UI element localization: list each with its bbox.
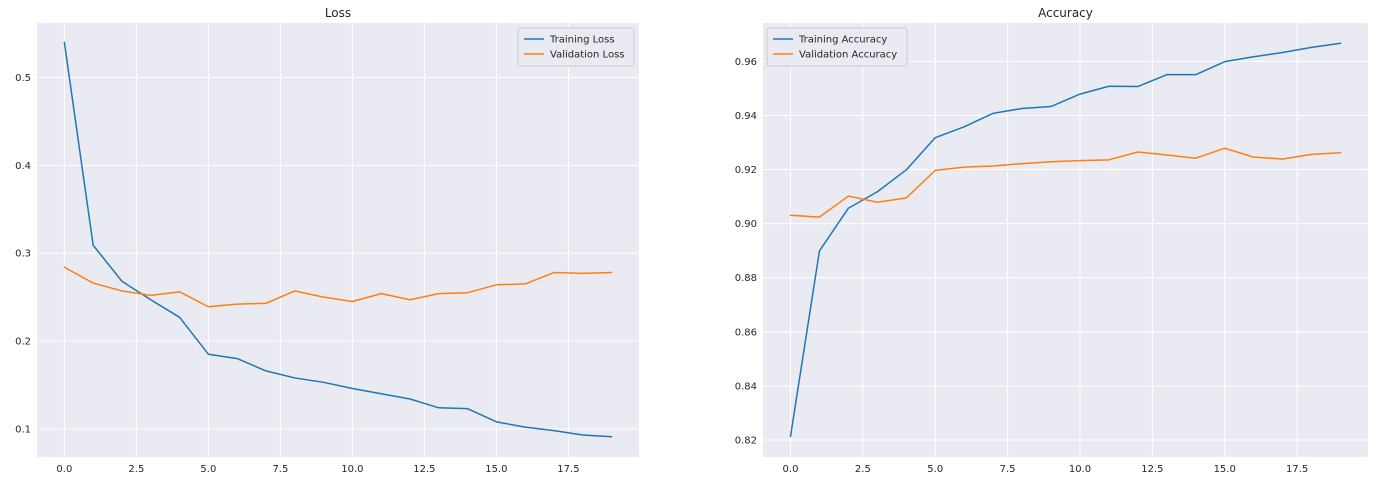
- accuracy-y-tick-label: 0.84: [735, 381, 757, 392]
- accuracy-y-tick-label: 0.88: [735, 273, 757, 284]
- accuracy-y-tick-label: 0.90: [735, 219, 757, 230]
- accuracy-y-tick-label: 0.86: [735, 327, 757, 338]
- loss-y-tick-label: 0.1: [15, 424, 31, 435]
- loss-gridlines: [37, 23, 639, 457]
- loss-series-group: [63, 41, 613, 438]
- accuracy-x-ticks: 0.0 2.5 5.0 7.5 10.0 12.5 15.0 17.5: [783, 464, 1309, 475]
- accuracy-x-tick-label: 15.0: [1214, 464, 1236, 475]
- loss-x-tick-label: 7.5: [272, 464, 288, 475]
- accuracy-legend-label-training-accuracy: Training Accuracy: [798, 35, 887, 46]
- accuracy-x-tick-label: 0.0: [783, 464, 799, 475]
- accuracy-series-training-accuracy-line: [789, 42, 1342, 438]
- loss-x-tick-label: 17.5: [557, 464, 579, 475]
- accuracy-y-ticks: 0.82 0.84 0.86 0.88 0.90 0.92 0.94 0.96: [735, 57, 757, 447]
- accuracy-series-validation-accuracy-line: [789, 147, 1342, 218]
- accuracy-series-group: [789, 42, 1342, 438]
- loss-legend-label-training-loss: Training Loss: [549, 35, 615, 46]
- accuracy-x-tick-label: 10.0: [1069, 464, 1091, 475]
- loss-x-tick-label: 2.5: [128, 464, 144, 475]
- accuracy-plot-area: [763, 23, 1368, 457]
- accuracy-y-tick-label: 0.92: [735, 165, 757, 176]
- loss-x-ticks: 0.0 2.5 5.0 7.5 10.0 12.5 15.0 17.5: [56, 464, 579, 475]
- loss-x-tick-label: 12.5: [413, 464, 435, 475]
- loss-y-ticks: 0.1 0.2 0.3 0.4 0.5: [15, 73, 31, 435]
- loss-x-tick-label: 5.0: [200, 464, 216, 475]
- accuracy-chart-title: Accuracy: [1038, 6, 1093, 20]
- loss-plot-area: [37, 23, 639, 457]
- loss-chart: 0.0 2.5 5.0 7.5 10.0 12.5 15.0 17.5 0.10.20.30.…: [15, 6, 639, 475]
- accuracy-x-tick-label: 12.5: [1141, 464, 1163, 475]
- loss-legend: Training Loss Validation Loss: [517, 27, 635, 67]
- accuracy-chart: 0.0 2.5 5.0 7.5 10.0 12.5 15.0 17.5 0.820.840.8…: [735, 6, 1368, 475]
- accuracy-y-tick-label: 0.96: [735, 57, 757, 68]
- accuracy-y-tick-label: 0.94: [735, 111, 757, 122]
- accuracy-x-tick-label: 17.5: [1286, 464, 1308, 475]
- accuracy-x-tick-label: 2.5: [855, 464, 871, 475]
- accuracy-y-tick-label: 0.82: [735, 435, 757, 446]
- loss-y-tick-label: 0.4: [15, 161, 31, 172]
- accuracy-legend-label-validation-accuracy: Validation Accuracy: [799, 50, 897, 61]
- accuracy-x-tick-label: 7.5: [1000, 464, 1016, 475]
- loss-y-tick-label: 0.3: [15, 249, 31, 260]
- loss-series-training-loss-line: [63, 41, 613, 438]
- accuracy-legend-frame: [766, 27, 908, 67]
- loss-x-tick-label: 10.0: [341, 464, 363, 475]
- loss-chart-title: Loss: [325, 6, 351, 20]
- accuracy-gridlines: [763, 23, 1368, 457]
- loss-legend-frame: [517, 27, 635, 67]
- loss-legend-label-validation-loss: Validation Loss: [550, 50, 625, 61]
- loss-y-tick-label: 0.5: [15, 73, 31, 84]
- accuracy-x-tick-label: 5.0: [927, 464, 943, 475]
- loss-y-tick-label: 0.2: [15, 337, 31, 348]
- loss-x-tick-label: 15.0: [485, 464, 507, 475]
- loss-series-validation-loss-line: [63, 266, 613, 308]
- accuracy-legend: Training Accuracy Validation Accuracy: [766, 27, 908, 67]
- loss-x-tick-label: 0.0: [56, 464, 72, 475]
